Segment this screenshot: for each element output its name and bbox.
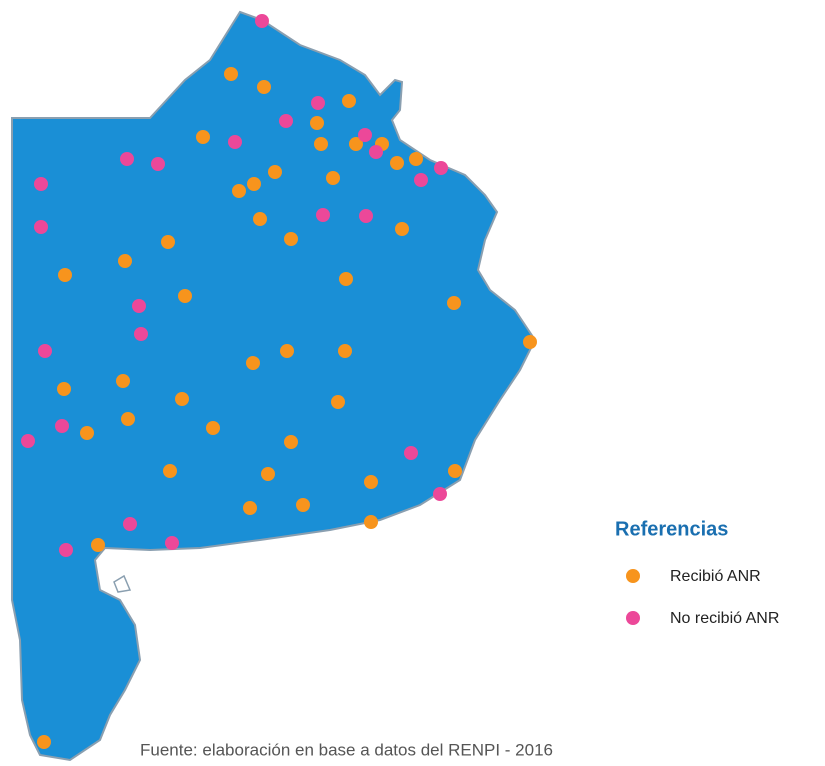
location-dot (395, 222, 409, 236)
location-dot (349, 137, 363, 151)
source-note: Fuente: elaboración en base a datos del … (140, 740, 553, 759)
location-dot (364, 515, 378, 529)
location-dot (163, 464, 177, 478)
location-dot (175, 392, 189, 406)
location-dot (34, 220, 48, 234)
legend-swatch (626, 569, 640, 583)
location-dot (91, 538, 105, 552)
location-dot (151, 157, 165, 171)
location-dot (414, 173, 428, 187)
location-dot (390, 156, 404, 170)
island (113, 574, 132, 593)
location-dot (58, 268, 72, 282)
location-dot (409, 152, 423, 166)
location-dot (342, 94, 356, 108)
legend-label: Recibió ANR (670, 568, 761, 585)
location-dot (339, 272, 353, 286)
location-dot (284, 232, 298, 246)
location-dot (80, 426, 94, 440)
locations (21, 14, 537, 749)
location-dot (268, 165, 282, 179)
location-dot (434, 161, 448, 175)
location-dot (331, 395, 345, 409)
location-dot (228, 135, 242, 149)
location-dot (433, 487, 447, 501)
location-dot (253, 212, 267, 226)
location-dot (255, 14, 269, 28)
location-dot (21, 434, 35, 448)
location-dot (296, 498, 310, 512)
location-dot (280, 344, 294, 358)
location-dot (369, 145, 383, 159)
location-dot (232, 184, 246, 198)
location-dot (165, 536, 179, 550)
location-dot (338, 344, 352, 358)
location-dot (326, 171, 340, 185)
location-dot (246, 356, 260, 370)
location-dot (359, 209, 373, 223)
location-dot (448, 464, 462, 478)
location-dot (120, 152, 134, 166)
location-dot (116, 374, 130, 388)
location-dot (224, 67, 238, 81)
location-dot (196, 130, 210, 144)
location-dot (34, 177, 48, 191)
location-dot (314, 137, 328, 151)
location-dot (247, 177, 261, 191)
location-dot (132, 299, 146, 313)
location-dot (59, 543, 73, 557)
location-dot (523, 335, 537, 349)
location-dot (243, 501, 257, 515)
location-dot (134, 327, 148, 341)
location-dot (279, 114, 293, 128)
location-dot (161, 235, 175, 249)
location-dot (284, 435, 298, 449)
location-dot (123, 517, 137, 531)
location-dot (404, 446, 418, 460)
legend-title: Referencias (615, 518, 728, 540)
location-dot (55, 419, 69, 433)
location-dot (310, 116, 324, 130)
location-dot (206, 421, 220, 435)
location-dot (38, 344, 52, 358)
location-dot (37, 735, 51, 749)
legend-label: No recibió ANR (670, 610, 779, 627)
legend-swatch (626, 611, 640, 625)
location-dot (118, 254, 132, 268)
location-dot (358, 128, 372, 142)
location-dot (257, 80, 271, 94)
location-dot (311, 96, 325, 110)
location-dot (316, 208, 330, 222)
location-dot (261, 467, 275, 481)
province (11, 10, 537, 762)
location-dot (364, 475, 378, 489)
location-dot (57, 382, 71, 396)
location-dot (447, 296, 461, 310)
location-dot (121, 412, 135, 426)
province-shape (11, 10, 537, 762)
location-dot (178, 289, 192, 303)
